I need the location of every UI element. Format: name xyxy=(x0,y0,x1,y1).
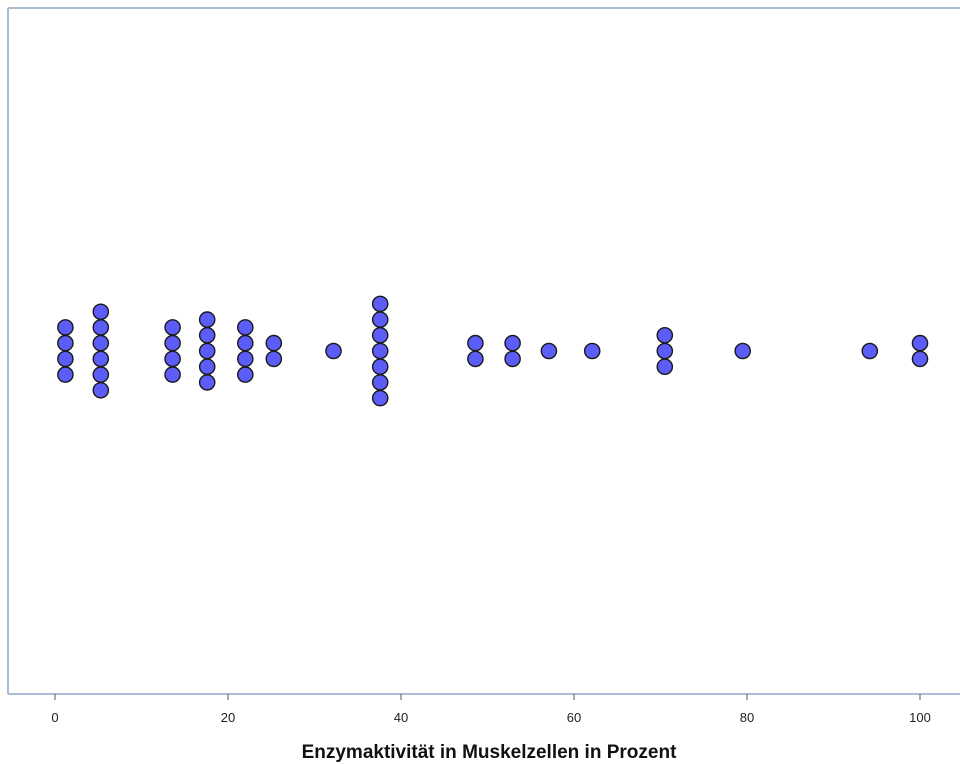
data-point xyxy=(504,350,521,368)
data-point xyxy=(371,295,389,313)
data-point xyxy=(467,350,484,368)
data-point xyxy=(911,334,929,352)
data-point xyxy=(734,342,752,360)
data-point xyxy=(92,366,110,383)
data-point xyxy=(265,334,283,352)
data-point xyxy=(57,319,74,336)
data-point xyxy=(236,350,254,368)
x-tick-label: 20 xyxy=(221,710,235,725)
data-point xyxy=(92,334,110,352)
data-point xyxy=(371,326,389,344)
x-axis-ticks: 0 20 40 60 80 100 xyxy=(51,694,931,725)
data-point xyxy=(57,334,74,352)
data-point xyxy=(861,342,879,360)
plot-area xyxy=(8,8,960,694)
data-point xyxy=(371,374,389,391)
data-point xyxy=(236,366,254,383)
data-point xyxy=(57,350,74,368)
data-point xyxy=(164,350,181,368)
x-tick-label: 0 xyxy=(51,710,58,725)
x-tick-label: 40 xyxy=(394,710,408,725)
data-point xyxy=(371,389,389,407)
data-point xyxy=(325,342,342,360)
data-point xyxy=(164,366,181,383)
data-point xyxy=(198,374,216,391)
data-point xyxy=(236,334,254,352)
data-point xyxy=(656,358,674,376)
data-point xyxy=(371,342,389,360)
data-point xyxy=(265,350,283,368)
data-point xyxy=(371,358,389,376)
data-point xyxy=(236,319,254,336)
x-tick-label: 80 xyxy=(740,710,754,725)
data-point xyxy=(164,319,181,336)
data-point xyxy=(583,342,601,360)
data-points xyxy=(57,295,929,407)
data-point xyxy=(198,311,216,328)
data-point xyxy=(540,342,558,360)
data-point xyxy=(467,334,484,352)
x-tick-label: 100 xyxy=(909,710,931,725)
data-point xyxy=(198,358,216,376)
data-point xyxy=(504,334,521,352)
data-point xyxy=(92,319,110,336)
data-point xyxy=(92,381,110,399)
data-point xyxy=(57,366,74,383)
data-point xyxy=(198,326,216,344)
data-point xyxy=(198,342,216,360)
data-point xyxy=(92,303,110,321)
data-point xyxy=(656,342,674,360)
x-tick-label: 60 xyxy=(567,710,581,725)
data-point xyxy=(371,311,389,328)
data-point xyxy=(92,350,110,368)
data-point xyxy=(164,334,181,352)
x-axis-title: Enzymaktivität in Muskelzellen in Prozen… xyxy=(302,742,677,763)
data-point xyxy=(656,326,674,344)
data-point xyxy=(911,350,929,368)
